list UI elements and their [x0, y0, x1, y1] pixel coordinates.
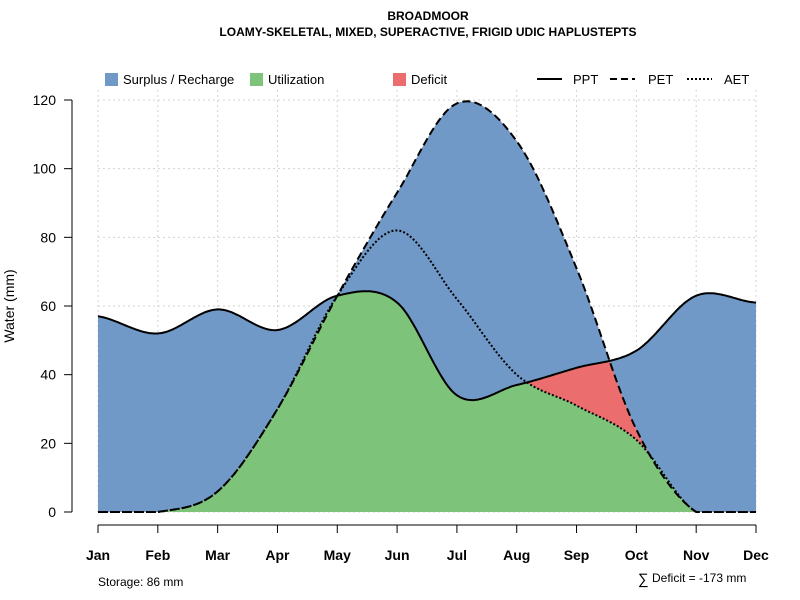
pet-line [98, 100, 756, 513]
legend-label-pet: PET [648, 72, 673, 87]
axes: 0 20 40 60 80 100 120 Jan Feb Mar Apr May Jun Jul Aug S… [33, 92, 769, 563]
x-tick-label: May [324, 547, 351, 563]
legend-label-deficit: Deficit [411, 72, 448, 87]
x-tick-label: Oct [625, 547, 649, 563]
y-tick-label: 120 [33, 92, 57, 108]
x-tick-label: Dec [743, 547, 769, 563]
y-tick-label: 80 [40, 229, 56, 245]
legend-label-aet: AET [724, 72, 749, 87]
y-axis-label: Water (mm) [1, 269, 17, 342]
legend-swatch-deficit [393, 73, 406, 86]
x-tick-label: Apr [265, 547, 290, 563]
legend-label-ppt: PPT [573, 72, 598, 87]
ppt-line [97, 290, 757, 402]
x-tick-label: Feb [145, 547, 170, 563]
deficit-annotation: Deficit = -173 mm [652, 571, 746, 585]
storage-annotation: Storage: 86 mm [98, 575, 183, 589]
y-tick-label: 100 [33, 161, 57, 177]
surplus-overlay-area [98, 101, 756, 513]
legend-label-utilization: Utilization [268, 72, 324, 87]
x-tick-label: Jun [385, 547, 410, 563]
x-tick-label: Jan [86, 547, 110, 563]
chart-title: BROADMOOR [387, 9, 469, 23]
legend-label-surplus: Surplus / Recharge [123, 72, 234, 87]
x-tick-label: Sep [564, 547, 590, 563]
x-tick-label: Nov [683, 547, 710, 563]
sum-symbol: ∑ [638, 571, 649, 588]
legend-swatch-utilization [250, 73, 263, 86]
y-tick-label: 60 [40, 298, 56, 314]
x-tick-label: Jul [447, 547, 467, 563]
y-tick-label: 0 [48, 504, 56, 520]
x-tick-label: Aug [503, 547, 530, 563]
area-fills [98, 101, 756, 513]
y-tick-label: 20 [40, 435, 56, 451]
x-tick-label: Mar [205, 547, 230, 563]
series-lines [97, 100, 757, 513]
utilization-area [98, 230, 756, 512]
y-tick-label: 40 [40, 367, 56, 383]
legend: Surplus / Recharge Utilization Deficit P… [105, 72, 749, 87]
legend-swatch-surplus [105, 73, 118, 86]
chart-subtitle: LOAMY-SKELETAL, MIXED, SUPERACTIVE, FRIG… [219, 25, 636, 39]
